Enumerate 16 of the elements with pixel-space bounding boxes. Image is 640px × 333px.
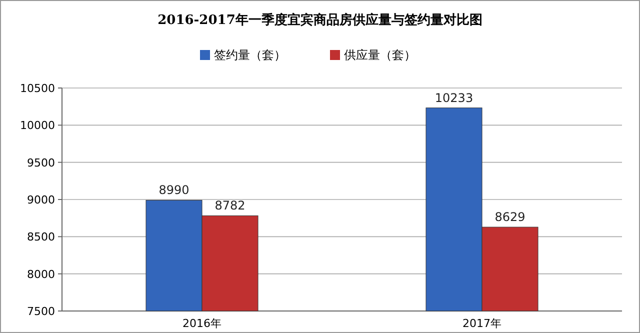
y-tick-label: 10500: [20, 82, 55, 95]
y-tick-label: 7500: [27, 305, 55, 318]
data-label: 8990: [158, 183, 190, 198]
y-tick-label: 8000: [27, 268, 55, 281]
chart-title: 2016-2017年一季度宜宾商品房供应量与签约量对比图: [158, 12, 482, 28]
y-tick-label: 9000: [27, 194, 55, 206]
x-tick-label: 2016年: [182, 317, 222, 330]
y-tick-label: 10000: [20, 119, 55, 132]
x-tick-label: 2017年: [462, 317, 502, 330]
legend-label: 供应量（套）: [344, 48, 416, 62]
y-tick-label: 9500: [27, 156, 55, 170]
y-tick-label: 8500: [27, 230, 55, 244]
data-label: 8629: [494, 210, 526, 224]
data-label: 8782: [214, 198, 246, 213]
data-label: 10233: [434, 90, 474, 105]
legend-label: 签约量（套）: [214, 48, 286, 62]
